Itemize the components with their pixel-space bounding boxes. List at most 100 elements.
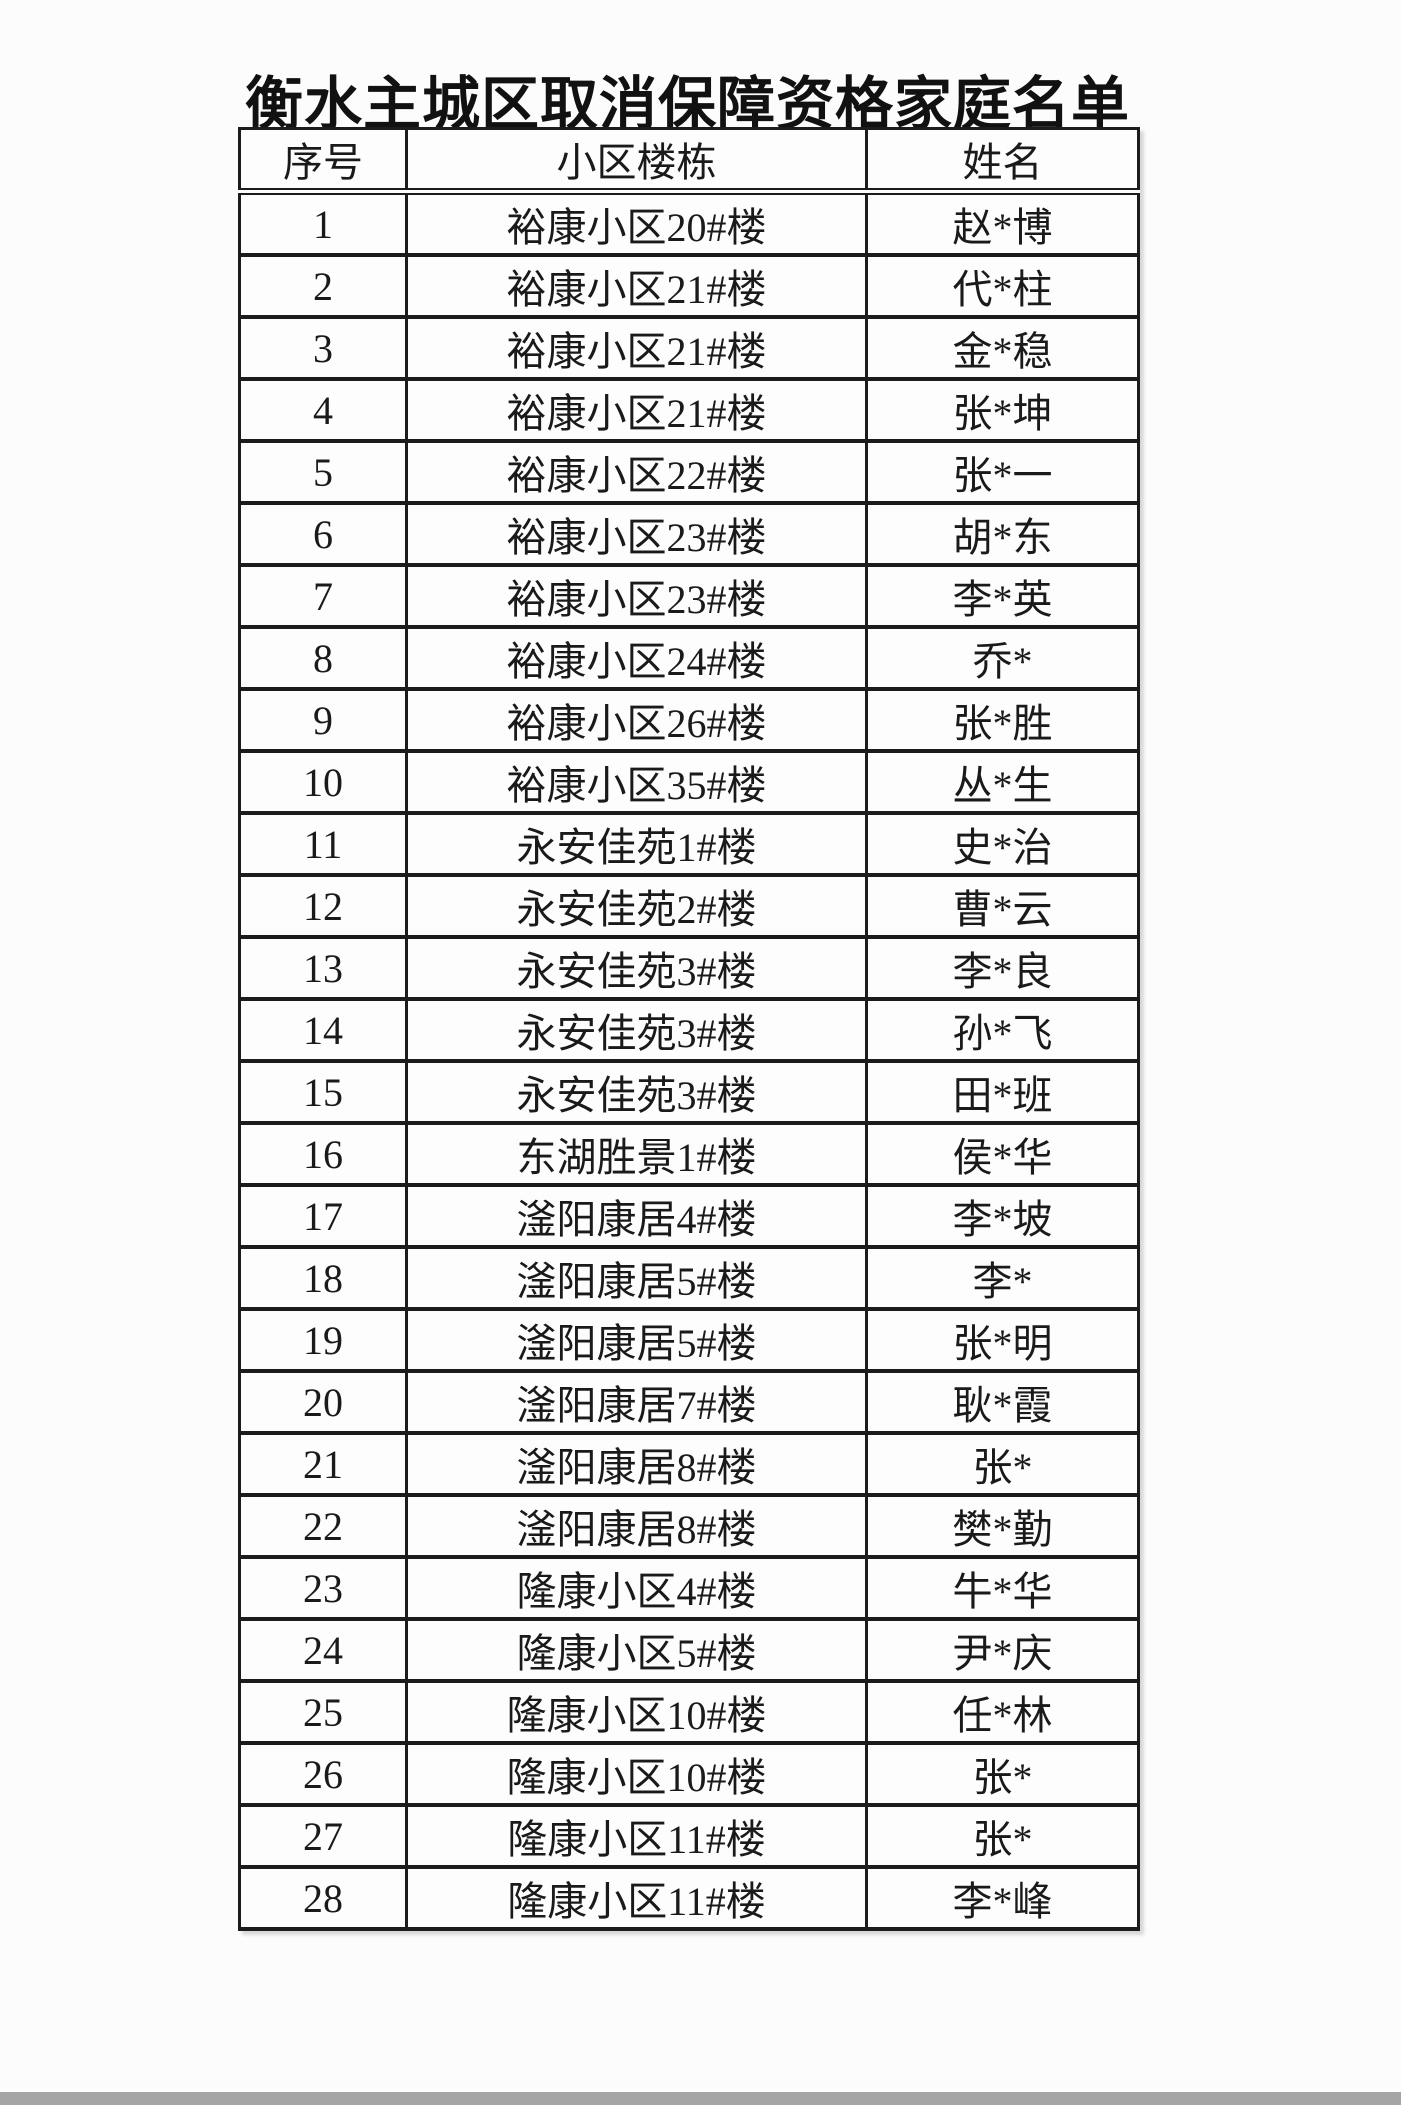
name-cell: 耿*霞 [865, 1369, 1140, 1435]
building-cell: 滏阳康居8#楼 [405, 1431, 868, 1497]
name-cell: 史*治 [865, 811, 1140, 877]
row-number-cell: 12 [238, 873, 408, 939]
row-number-cell: 14 [238, 997, 408, 1063]
row-number-cell: 28 [238, 1865, 408, 1931]
table-row: 22 滏阳康居8#楼 樊*勤 [238, 1493, 1140, 1559]
row-number-cell: 7 [238, 563, 408, 629]
table-row: 23 隆康小区4#楼 牛*华 [238, 1555, 1140, 1621]
table-row: 18 滏阳康居5#楼 李* [238, 1245, 1140, 1311]
row-number-cell: 2 [238, 253, 408, 319]
building-cell: 裕康小区20#楼 [405, 189, 868, 257]
building-cell: 裕康小区21#楼 [405, 377, 868, 443]
table-body: 1 裕康小区20#楼 赵*博 2 裕康小区21#楼 代*柱 3 裕康小区21#楼 金*稳 4 裕康小… [238, 189, 1140, 1931]
building-cell: 永安佳苑3#楼 [405, 1059, 868, 1125]
name-cell: 曹*云 [865, 873, 1140, 939]
name-cell: 张*明 [865, 1307, 1140, 1373]
building-cell: 滏阳康居4#楼 [405, 1183, 868, 1249]
building-cell: 裕康小区35#楼 [405, 749, 868, 815]
building-cell: 永安佳苑3#楼 [405, 997, 868, 1063]
name-cell: 代*柱 [865, 253, 1140, 319]
row-number-cell: 25 [238, 1679, 408, 1745]
row-number-cell: 22 [238, 1493, 408, 1559]
header-no: 序号 [238, 127, 408, 195]
name-cell: 乔* [865, 625, 1140, 691]
building-cell: 滏阳康居5#楼 [405, 1245, 868, 1311]
table-row: 17 滏阳康居4#楼 李*坡 [238, 1183, 1140, 1249]
row-number-cell: 8 [238, 625, 408, 691]
bottom-scrollbar[interactable] [0, 2092, 1401, 2105]
name-cell: 张* [865, 1803, 1140, 1869]
table-row: 28 隆康小区11#楼 李*峰 [238, 1865, 1140, 1931]
row-number-cell: 17 [238, 1183, 408, 1249]
table-row: 13 永安佳苑3#楼 李*良 [238, 935, 1140, 1001]
building-cell: 隆康小区11#楼 [405, 1865, 868, 1931]
table-header: 序号 小区楼栋 姓名 [238, 127, 1140, 195]
name-cell: 李*英 [865, 563, 1140, 629]
table-row: 19 滏阳康居5#楼 张*明 [238, 1307, 1140, 1373]
building-cell: 隆康小区10#楼 [405, 1679, 868, 1745]
table-row: 15 永安佳苑3#楼 田*班 [238, 1059, 1140, 1125]
roster-table: 序号 小区楼栋 姓名 1 裕康小区20#楼 赵*博 2 裕康小区21#楼 代*柱 3 裕康小区… [238, 127, 1140, 1931]
page-title: 衡水主城区取消保障资格家庭名单 [244, 72, 1130, 137]
name-cell: 尹*庆 [865, 1617, 1140, 1683]
row-number-cell: 15 [238, 1059, 408, 1125]
name-cell: 李* [865, 1245, 1140, 1311]
name-cell: 侯*华 [865, 1121, 1140, 1187]
name-cell: 牛*华 [865, 1555, 1140, 1621]
row-number-cell: 23 [238, 1555, 408, 1621]
header-building: 小区楼栋 [405, 127, 868, 195]
row-number-cell: 3 [238, 315, 408, 381]
building-cell: 隆康小区10#楼 [405, 1741, 868, 1807]
table-row: 27 隆康小区11#楼 张* [238, 1803, 1140, 1869]
table-row: 11 永安佳苑1#楼 史*治 [238, 811, 1140, 877]
building-cell: 滏阳康居5#楼 [405, 1307, 868, 1373]
row-number-cell: 13 [238, 935, 408, 1001]
name-cell: 孙*飞 [865, 997, 1140, 1063]
name-cell: 张* [865, 1741, 1140, 1807]
building-cell: 永安佳苑2#楼 [405, 873, 868, 939]
row-number-cell: 10 [238, 749, 408, 815]
building-cell: 隆康小区11#楼 [405, 1803, 868, 1869]
building-cell: 隆康小区5#楼 [405, 1617, 868, 1683]
name-cell: 田*班 [865, 1059, 1140, 1125]
building-cell: 裕康小区21#楼 [405, 253, 868, 319]
row-number-cell: 24 [238, 1617, 408, 1683]
building-cell: 永安佳苑1#楼 [405, 811, 868, 877]
row-number-cell: 20 [238, 1369, 408, 1435]
table-row: 12 永安佳苑2#楼 曹*云 [238, 873, 1140, 939]
table-row: 7 裕康小区23#楼 李*英 [238, 563, 1140, 629]
building-cell: 裕康小区24#楼 [405, 625, 868, 691]
name-cell: 李*坡 [865, 1183, 1140, 1249]
building-cell: 裕康小区23#楼 [405, 501, 868, 567]
row-number-cell: 19 [238, 1307, 408, 1373]
row-number-cell: 16 [238, 1121, 408, 1187]
name-cell: 任*林 [865, 1679, 1140, 1745]
row-number-cell: 5 [238, 439, 408, 505]
table-row: 3 裕康小区21#楼 金*稳 [238, 315, 1140, 381]
building-cell: 永安佳苑3#楼 [405, 935, 868, 1001]
table-row: 16 东湖胜景1#楼 侯*华 [238, 1121, 1140, 1187]
name-cell: 李*峰 [865, 1865, 1140, 1931]
row-number-cell: 4 [238, 377, 408, 443]
table-row: 24 隆康小区5#楼 尹*庆 [238, 1617, 1140, 1683]
building-cell: 裕康小区26#楼 [405, 687, 868, 753]
table-row: 20 滏阳康居7#楼 耿*霞 [238, 1369, 1140, 1435]
table-row: 10 裕康小区35#楼 丛*生 [238, 749, 1140, 815]
name-cell: 张*坤 [865, 377, 1140, 443]
building-cell: 裕康小区21#楼 [405, 315, 868, 381]
row-number-cell: 26 [238, 1741, 408, 1807]
table-row: 8 裕康小区24#楼 乔* [238, 625, 1140, 691]
table-row: 26 隆康小区10#楼 张* [238, 1741, 1140, 1807]
name-cell: 张*胜 [865, 687, 1140, 753]
header-row: 序号 小区楼栋 姓名 [238, 127, 1140, 195]
table-row: 1 裕康小区20#楼 赵*博 [238, 189, 1140, 257]
name-cell: 张*一 [865, 439, 1140, 505]
name-cell: 张* [865, 1431, 1140, 1497]
table-row: 5 裕康小区22#楼 张*一 [238, 439, 1140, 505]
building-cell: 滏阳康居8#楼 [405, 1493, 868, 1559]
name-cell: 金*稳 [865, 315, 1140, 381]
row-number-cell: 9 [238, 687, 408, 753]
row-number-cell: 6 [238, 501, 408, 567]
building-cell: 东湖胜景1#楼 [405, 1121, 868, 1187]
building-cell: 裕康小区22#楼 [405, 439, 868, 505]
